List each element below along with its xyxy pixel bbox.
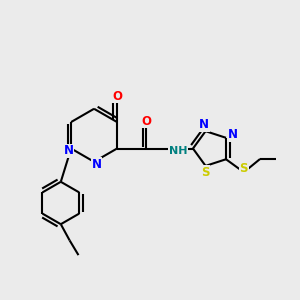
- Text: S: S: [240, 162, 248, 175]
- Text: NH: NH: [169, 146, 187, 156]
- Text: N: N: [227, 128, 238, 141]
- Text: O: O: [141, 115, 152, 128]
- Text: N: N: [64, 144, 74, 158]
- Text: N: N: [92, 158, 101, 171]
- Text: S: S: [201, 166, 210, 179]
- Text: N: N: [199, 118, 209, 131]
- Text: O: O: [112, 90, 122, 103]
